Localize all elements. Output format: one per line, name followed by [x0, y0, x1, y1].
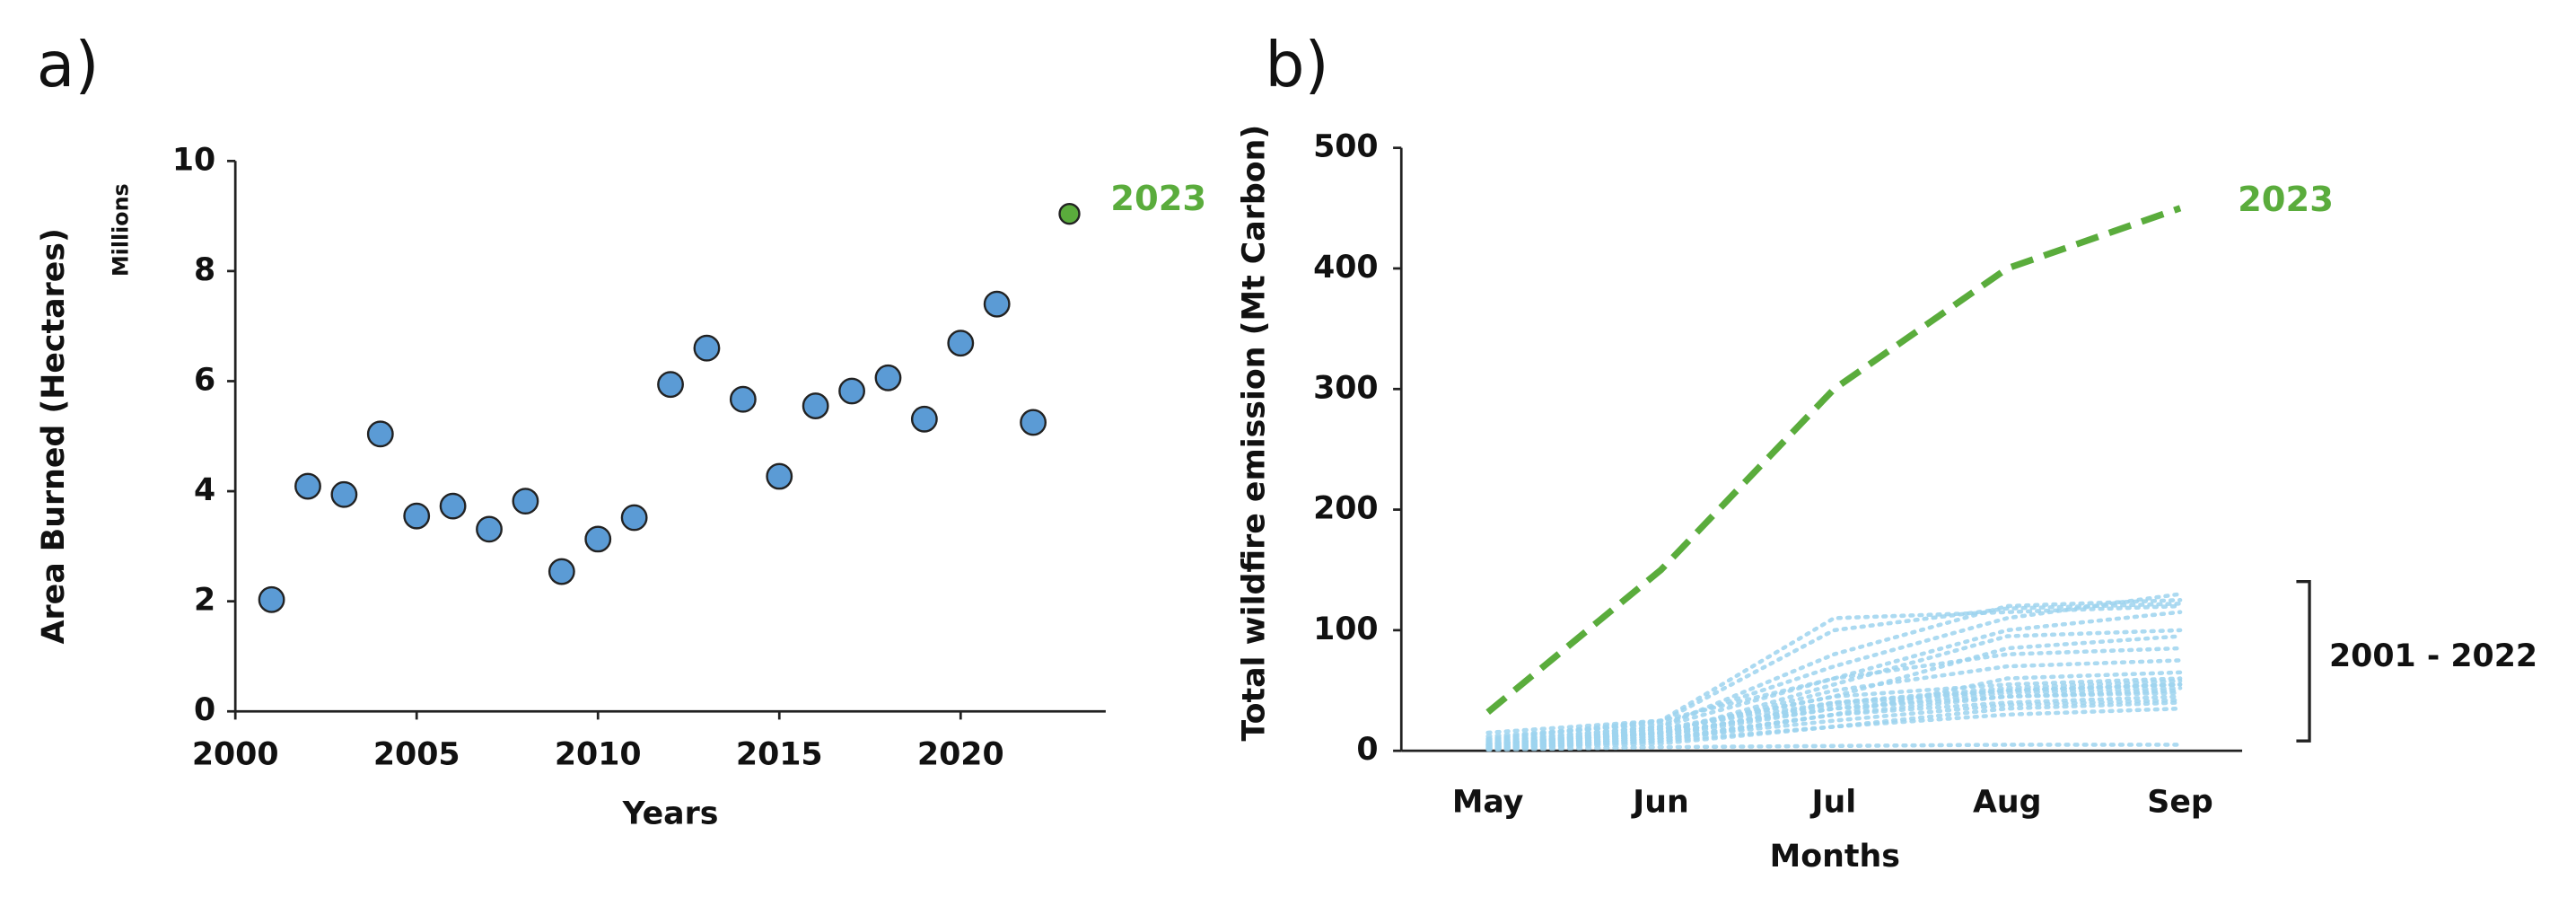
data-point — [476, 515, 503, 543]
background-line — [1485, 628, 2183, 749]
x-tick-label: 2015 — [736, 737, 823, 773]
x-tick-label: 2010 — [555, 737, 642, 773]
data-point — [439, 492, 467, 520]
data-point — [584, 525, 612, 553]
panel-label: b) — [1265, 29, 1328, 101]
y-tick-label: 400 — [1313, 250, 1379, 286]
background-line — [1485, 602, 2183, 743]
y-tick-label: 200 — [1313, 491, 1379, 527]
data-point — [838, 377, 865, 405]
data-point — [548, 558, 575, 585]
y-tick-label: 300 — [1313, 370, 1379, 406]
data-point — [657, 371, 684, 399]
x-tick-label: May — [1452, 785, 1524, 821]
x-tick-label: 2020 — [917, 737, 1004, 773]
data-point — [1020, 409, 1047, 436]
background-line — [1485, 678, 2183, 747]
background-line — [1485, 670, 2183, 750]
y-tick-label: 6 — [194, 362, 215, 398]
data-point — [330, 480, 358, 508]
data-point — [512, 488, 539, 515]
data-point — [874, 364, 902, 391]
x-tick-label: Sep — [2147, 785, 2212, 821]
data-point — [910, 405, 938, 433]
y-axis-label: Area Burned (Hectares) — [36, 228, 72, 644]
background-line — [1485, 700, 2183, 751]
data-point — [947, 330, 975, 357]
background-line — [1485, 706, 2183, 751]
x-tick-label: Aug — [1973, 785, 2042, 821]
annotation: 2023 — [1110, 179, 1206, 219]
x-axis-label: Months — [1770, 839, 1900, 875]
background-line — [1485, 686, 2183, 749]
y-tick-label: 8 — [194, 252, 215, 288]
data-point — [1058, 202, 1081, 225]
data-point — [294, 472, 321, 500]
bracket-label: 2001 - 2022 — [2329, 638, 2537, 674]
background-line — [1485, 682, 2183, 746]
y-axis-label: Total wildfire emission (Mt Carbon) — [1236, 125, 1272, 742]
data-point — [366, 420, 394, 448]
y-tick-label: 10 — [172, 142, 215, 178]
x-tick-label: 2005 — [373, 737, 460, 773]
x-axis-label: Years — [622, 796, 719, 832]
data-point — [802, 392, 829, 419]
line-series — [1485, 205, 2182, 716]
data-point — [983, 290, 1011, 318]
background-line — [1485, 743, 2183, 752]
background-line — [1485, 610, 2183, 735]
y-tick-label: 0 — [1356, 732, 1378, 768]
annotation: 2023 — [2238, 180, 2334, 220]
y-tick-label: 2 — [194, 583, 215, 619]
data-point — [693, 334, 721, 362]
background-line — [1485, 598, 2183, 745]
x-tick-label: Jul — [1810, 785, 1857, 821]
y-tick-label: 0 — [194, 692, 215, 728]
y-tick-label: 100 — [1313, 611, 1379, 647]
x-tick-label: Jun — [1631, 785, 1688, 821]
y-tick-label: 500 — [1313, 129, 1379, 165]
y-unit-label: Millions — [108, 183, 133, 277]
background-line — [1485, 603, 2183, 742]
background-line — [1485, 694, 2183, 751]
data-point — [403, 502, 431, 530]
data-point — [620, 504, 648, 532]
data-point — [729, 385, 757, 413]
bracket — [2296, 580, 2311, 743]
panel-label: a) — [37, 29, 100, 101]
y-tick-label: 4 — [194, 472, 215, 508]
data-point — [766, 462, 793, 490]
x-tick-label: 2000 — [192, 737, 279, 773]
data-point — [258, 585, 285, 613]
